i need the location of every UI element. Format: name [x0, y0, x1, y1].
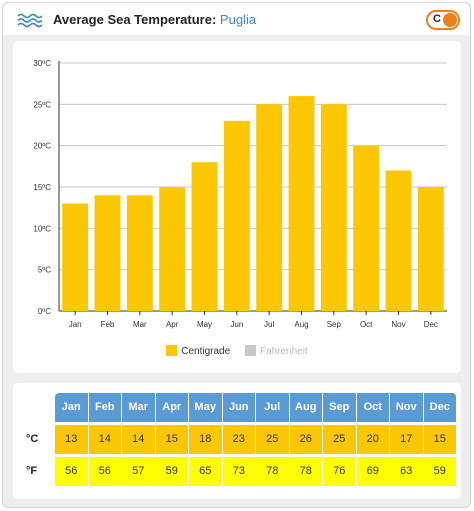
x-tick-label: Oct — [360, 320, 373, 329]
legend-item-centigrade[interactable]: Centigrade — [166, 345, 230, 357]
unit-toggle-label: C — [433, 13, 441, 25]
x-tick-label: Jun — [230, 320, 243, 329]
fahrenheit-cell: 57 — [122, 457, 156, 486]
legend-item-fahrenheit[interactable]: Fahrenheit — [244, 345, 308, 357]
month-header-cell: Jan — [55, 393, 89, 422]
month-header-cell: Jul — [256, 393, 290, 422]
celsius-cell: 14 — [88, 425, 122, 454]
legend-swatch-fahrenheit — [244, 345, 256, 356]
fahrenheit-cell: 69 — [356, 457, 390, 486]
month-header-cell: Sep — [323, 393, 357, 422]
x-tick-label: Nov — [391, 320, 405, 329]
celsius-cell: 23 — [222, 425, 256, 454]
fahrenheit-cell: 56 — [55, 457, 89, 486]
legend-label-centigrade: Centigrade — [181, 346, 231, 357]
y-tick-label: 30ºC — [33, 59, 51, 68]
x-tick-label: Aug — [294, 320, 308, 329]
celsius-cell: 18 — [189, 425, 223, 454]
month-header-cell: Dec — [423, 393, 457, 422]
celsius-row-label: °C — [26, 433, 39, 445]
bar-jan — [62, 203, 89, 311]
y-tick-label: 15ºC — [33, 183, 51, 192]
month-header-cell: May — [189, 393, 223, 422]
month-header-cell: Aug — [289, 393, 323, 422]
sea-temperature-widget: Average Sea Temperature: Puglia C 0ºC 5ºC… — [2, 2, 471, 508]
fahrenheit-cell: 56 — [88, 457, 122, 486]
month-header-cell: Apr — [155, 393, 189, 422]
celsius-cell: 25 — [256, 425, 290, 454]
temperature-bar-chart: 0ºC 5ºC 10ºC 15ºC 20ºC 25ºC 30ºC Jan Feb Mar Apr Ma… — [33, 59, 447, 329]
unit-toggle[interactable]: C — [426, 10, 460, 30]
y-tick-label: 20ºC — [33, 142, 51, 151]
legend-swatch-centigrade — [166, 345, 178, 356]
month-header-cell: Jun — [222, 393, 256, 422]
x-tick-label: Dec — [424, 320, 438, 329]
y-tick-label: 10ºC — [33, 224, 51, 233]
fahrenheit-row-label: °F — [26, 465, 38, 477]
widget-header: Average Sea Temperature: Puglia C — [3, 3, 470, 35]
location-name: Puglia — [219, 12, 257, 27]
fahrenheit-cell: 59 — [423, 457, 457, 486]
page-title: Average Sea Temperature: Puglia — [53, 12, 256, 27]
bar-aug — [288, 96, 315, 311]
celsius-cell: 20 — [356, 425, 390, 454]
bar-apr — [159, 187, 186, 311]
fahrenheit-cell: 65 — [189, 457, 223, 486]
fahrenheit-cell: 73 — [222, 457, 256, 486]
bar-dec — [417, 187, 444, 311]
x-tick-label: Jul — [264, 320, 274, 329]
chart-panel: 0ºC 5ºC 10ºC 15ºC 20ºC 25ºC 30ºC Jan Feb Mar Apr Ma… — [13, 41, 461, 373]
celsius-cell: 15 — [155, 425, 189, 454]
celsius-cell: 17 — [390, 425, 424, 454]
toggle-knob — [443, 13, 457, 27]
waves-icon — [17, 13, 43, 28]
bar-jul — [256, 104, 283, 311]
bar-may — [191, 162, 218, 311]
fahrenheit-cell: 59 — [155, 457, 189, 486]
fahrenheit-cell: 76 — [323, 457, 357, 486]
y-tick-label: 0ºC — [38, 307, 51, 316]
temperature-table: Jan Feb Mar Apr May Jun Jul Aug Sep Oct Nov Dec °C … — [13, 383, 461, 499]
fahrenheit-row: °F 56 56 57 59 65 73 78 78 76 69 63 59 — [13, 457, 461, 486]
month-header-cell: Nov — [390, 393, 424, 422]
celsius-cell: 25 — [323, 425, 357, 454]
fahrenheit-cell: 78 — [256, 457, 290, 486]
celsius-cell: 13 — [55, 425, 89, 454]
chart-legend: Centigrade Fahrenheit — [13, 345, 461, 357]
celsius-row: °C 13 14 14 15 18 23 25 26 25 20 17 15 — [13, 425, 461, 454]
bar-nov — [385, 170, 412, 311]
celsius-cell: 14 — [122, 425, 156, 454]
title-text: Average Sea Temperature: — [53, 12, 217, 27]
celsius-cell: 26 — [289, 425, 323, 454]
x-tick-label: Mar — [133, 320, 147, 329]
bar-sep — [320, 104, 347, 311]
bar-oct — [353, 145, 380, 311]
bar-feb — [94, 195, 121, 311]
month-header-cell: Mar — [122, 393, 156, 422]
month-header-cell: Oct — [356, 393, 390, 422]
bar-jun — [223, 120, 250, 311]
celsius-cell: 15 — [423, 425, 457, 454]
x-tick-label: Apr — [166, 320, 179, 329]
x-tick-label: Feb — [101, 320, 115, 329]
month-header-row: Jan Feb Mar Apr May Jun Jul Aug Sep Oct Nov Dec — [13, 393, 461, 422]
month-header-cell: Feb — [88, 393, 122, 422]
x-tick-label: Jan — [69, 320, 82, 329]
legend-label-fahrenheit: Fahrenheit — [259, 346, 308, 357]
x-tick-label: Sep — [327, 320, 342, 329]
y-tick-label: 25ºC — [33, 100, 51, 109]
fahrenheit-cell: 63 — [390, 457, 424, 486]
x-tick-label: May — [197, 320, 212, 329]
bar-mar — [126, 195, 153, 311]
fahrenheit-cell: 78 — [289, 457, 323, 486]
y-tick-label: 5ºC — [38, 266, 51, 275]
